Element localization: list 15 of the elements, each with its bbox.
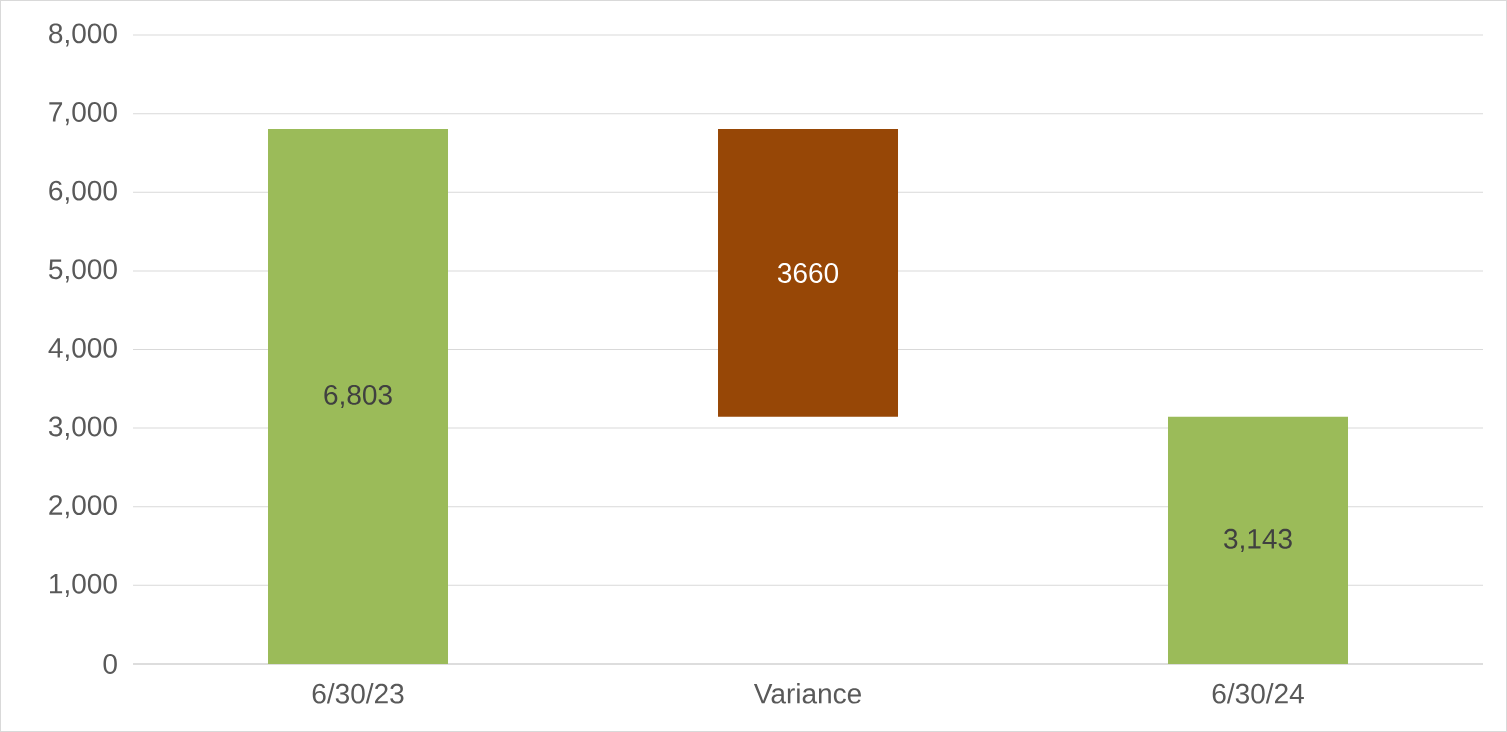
y-tick-label: 0 <box>103 654 117 674</box>
y-tick-label: 4,000 <box>48 337 117 362</box>
data-label: 6,803 <box>324 384 392 409</box>
x-tick-label: 6/30/23 <box>312 683 404 704</box>
y-tick-label: 7,000 <box>49 102 117 126</box>
x-tick-label: 6/30/24 <box>1212 683 1304 704</box>
y-tick-label: 3,000 <box>48 416 117 440</box>
y-tick-label: 6,000 <box>49 180 117 204</box>
x-tick-label: Variance <box>753 683 861 704</box>
data-label: 3,143 <box>1224 528 1292 552</box>
y-tick-label: 8,000 <box>49 23 117 47</box>
y-tick-label: 1,000 <box>50 573 117 597</box>
y-tick-label: 2,000 <box>49 495 117 519</box>
data-label: 3660 <box>777 263 839 283</box>
y-tick-label: 5,000 <box>49 259 117 283</box>
